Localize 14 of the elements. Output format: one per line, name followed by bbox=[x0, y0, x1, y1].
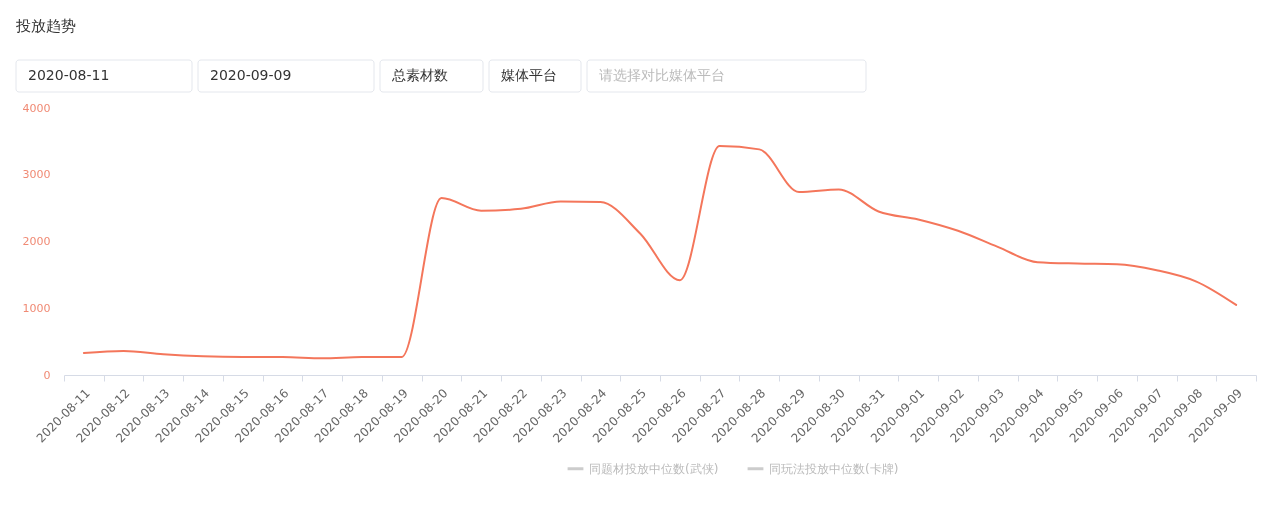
text: 2020-08-11 bbox=[28, 67, 110, 83]
chart-title: 投放趋势 bbox=[15, 16, 76, 35]
legend-label: 同玩法投放中位数(卡牌) bbox=[769, 461, 899, 476]
text: 总素材数 bbox=[391, 67, 448, 83]
text: 请选择对比媒体平台 bbox=[599, 67, 725, 83]
legend-label: 同题材投放中位数(武侠) bbox=[589, 461, 719, 476]
y-tick-label: 4000 bbox=[22, 101, 51, 115]
y-tick-label: 2000 bbox=[22, 235, 51, 248]
y-tick-label: 3000 bbox=[22, 168, 51, 182]
line-series bbox=[82, 145, 1238, 360]
text: 媒体平台 bbox=[501, 67, 557, 83]
text: 2020-09-09 bbox=[210, 67, 292, 83]
y-tick-label: 1000 bbox=[22, 301, 51, 315]
y-tick-label: 0 bbox=[43, 368, 51, 382]
